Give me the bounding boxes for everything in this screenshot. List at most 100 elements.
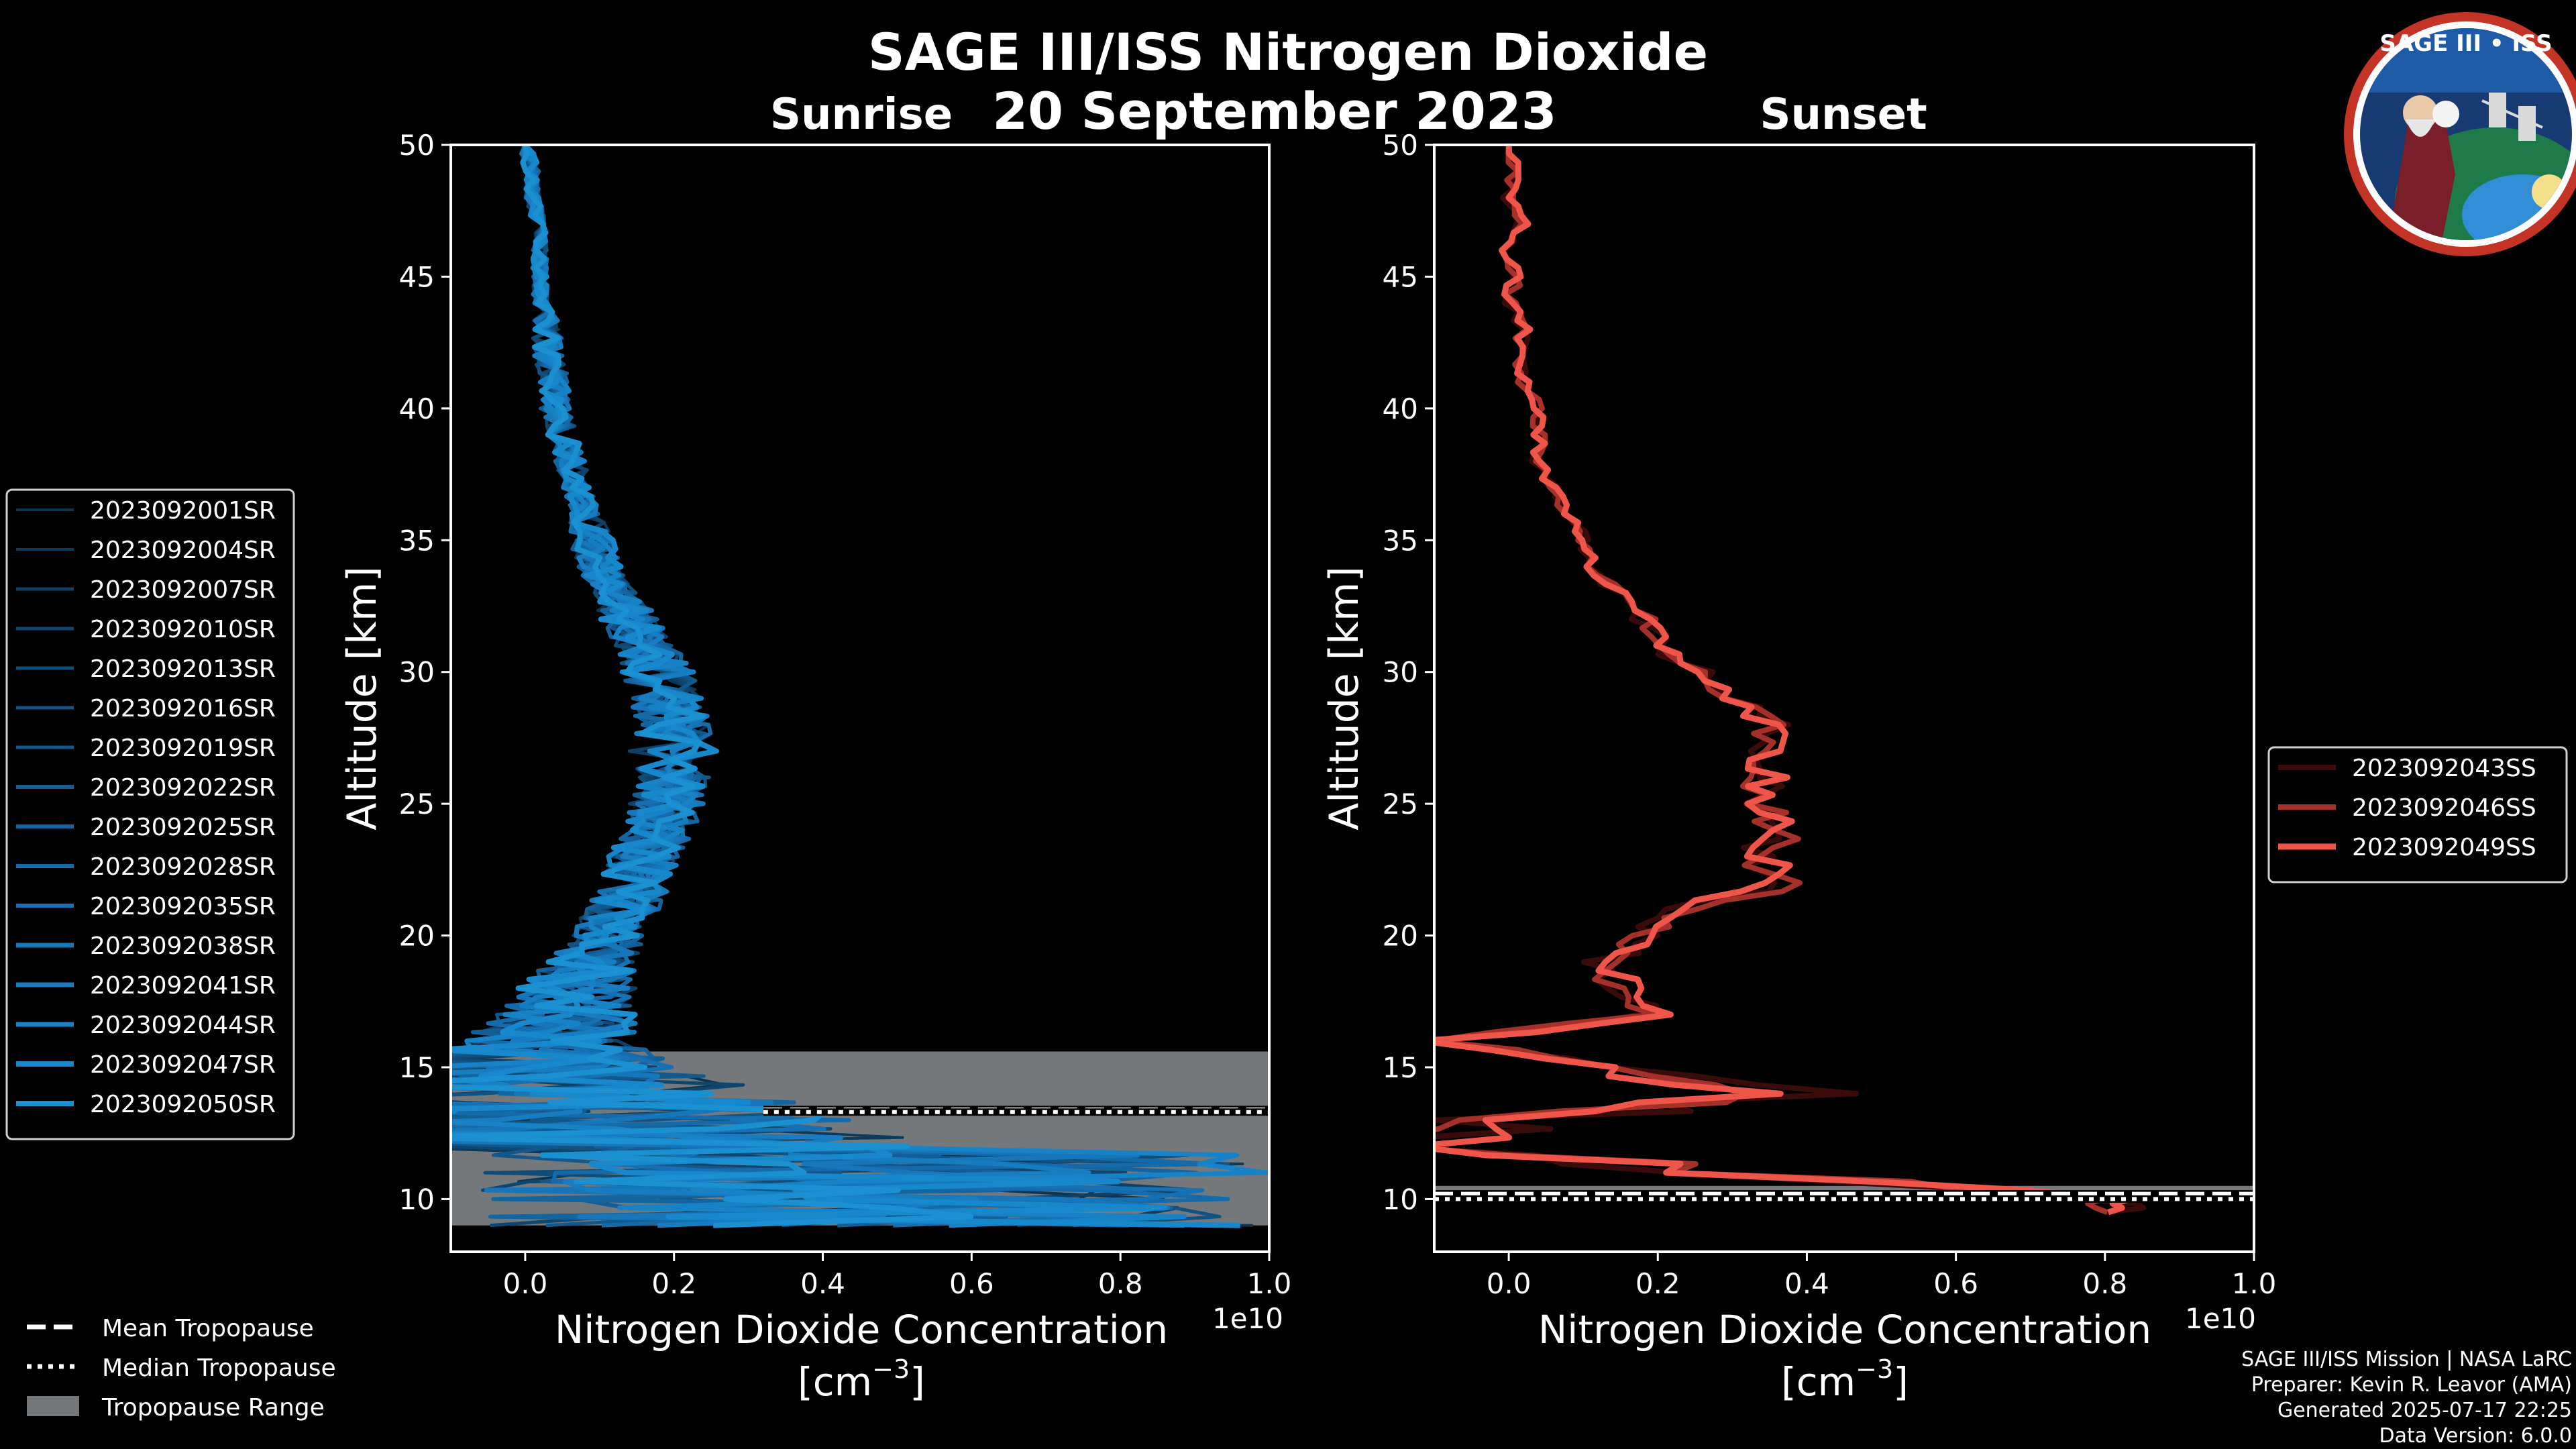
sunset-tropopause-lines xyxy=(1434,1190,2254,1203)
sunset-panel: 0.0 0.2 0.4 0.6 0.8 1.0 10 15 20 25 30 35 40 45 50 Alt… xyxy=(1321,129,2276,1405)
x-tick-label: 0.0 xyxy=(1487,1267,1532,1300)
sunrise-x-axis-label: Nitrogen Dioxide Concentration xyxy=(555,1307,1168,1352)
profile-line-2023092050SR xyxy=(451,145,974,1228)
legend-label-2023092050SR: 2023092050SR xyxy=(90,1091,276,1118)
x-tick-label: 0.4 xyxy=(1784,1267,1829,1300)
legend-label-2023092025SR: 2023092025SR xyxy=(90,814,276,841)
y-tick-label: 35 xyxy=(1383,524,1418,557)
x-tick-label: 0.6 xyxy=(1933,1267,1978,1300)
legend-label-2023092001SR: 2023092001SR xyxy=(90,497,276,525)
y-tick-label: 10 xyxy=(1383,1183,1418,1216)
y-tick-label: 30 xyxy=(399,656,435,689)
legend-label-2023092019SR: 2023092019SR xyxy=(90,735,276,762)
tropopause-range-label: Tropopause Range xyxy=(101,1394,325,1421)
x-tick-label: 1.0 xyxy=(1247,1267,1292,1300)
legend-label-2023092038SR: 2023092038SR xyxy=(90,932,276,960)
legend-frame xyxy=(2267,746,2568,883)
x-tick-label: 1.0 xyxy=(2232,1267,2277,1300)
sunrise-tropopause-lines xyxy=(763,1106,1269,1116)
legend-label-2023092049SS: 2023092049SS xyxy=(2352,834,2536,861)
y-tick-label: 50 xyxy=(1383,129,1418,162)
sunrise-axes-frame xyxy=(449,144,1271,1253)
y-tick-label: 40 xyxy=(399,392,435,425)
y-tick-label: 45 xyxy=(399,260,435,293)
x-tick-label: 0.2 xyxy=(1635,1267,1680,1300)
x-tick-label: 0.2 xyxy=(651,1267,696,1300)
legend-label-2023092028SR: 2023092028SR xyxy=(90,853,276,881)
legend-label-2023092013SR: 2023092013SR xyxy=(90,655,276,683)
sunrise-unit-base: [cm xyxy=(798,1359,872,1405)
y-tick-label: 15 xyxy=(399,1051,435,1084)
median-tropopause-label: Median Tropopause xyxy=(102,1354,336,1382)
sunrise-ticks: 0.0 0.2 0.4 0.6 0.8 1.0 10 15 20 25 30 35 40 45 50 xyxy=(399,129,1292,1300)
legend-label-2023092047SR: 2023092047SR xyxy=(90,1051,276,1079)
sunrise-offset-text: 1e10 xyxy=(1212,1302,1283,1335)
y-tick-label: 35 xyxy=(399,524,435,557)
y-tick-label: 20 xyxy=(1383,920,1418,953)
sunset-profile-lines xyxy=(1434,145,2147,1216)
legend-label-2023092046SS: 2023092046SS xyxy=(2352,794,2536,822)
sunset-legend: 2023092043SS 2023092046SS 2023092049SS xyxy=(2267,746,2568,883)
sunset-panel-title: Sunset xyxy=(1760,90,1927,140)
sunrise-x-axis-unit: [cm−3] xyxy=(798,1354,925,1405)
legend-label-2023092022SR: 2023092022SR xyxy=(90,774,276,802)
logo-title-text: SAGE III • ISS xyxy=(2379,30,2552,57)
sunrise-unit-close: ] xyxy=(910,1359,925,1405)
sunset-y-axis-label: Altitude [km] xyxy=(1321,566,1368,830)
legend-label-2023092044SR: 2023092044SR xyxy=(90,1012,276,1039)
y-tick-label: 50 xyxy=(399,129,435,162)
sunset-x-axis-unit: [cm−3] xyxy=(1781,1354,1909,1405)
legend-label-2023092041SR: 2023092041SR xyxy=(90,972,276,1000)
logo-figure-beard xyxy=(2406,119,2435,137)
legend-label-2023092007SR: 2023092007SR xyxy=(90,576,276,604)
sunrise-panel-title: Sunrise xyxy=(770,90,953,140)
credits: SAGE III/ISS Mission | NASA LaRC Prepare… xyxy=(2241,1348,2572,1448)
date-subtitle: 20 September 2023 xyxy=(992,81,1556,141)
logo-figure-robe xyxy=(2388,101,2455,240)
y-tick-label: 30 xyxy=(1383,656,1418,689)
credit-data-version: Data Version: 6.0.0 xyxy=(2379,1424,2572,1448)
sunset-ticks: 0.0 0.2 0.4 0.6 0.8 1.0 10 15 20 25 30 35 40 45 50 xyxy=(1383,129,2277,1300)
legend-frame xyxy=(5,488,295,1140)
sunset-offset-text: 1e10 xyxy=(2185,1302,2256,1335)
logo-moon xyxy=(2432,101,2459,127)
legend-label-2023092010SR: 2023092010SR xyxy=(90,616,276,643)
x-tick-label: 0.0 xyxy=(503,1267,548,1300)
tropopause-legend: Mean Tropopause Median Tropopause Tropop… xyxy=(27,1315,336,1421)
y-tick-label: 40 xyxy=(1383,392,1418,425)
y-tick-label: 15 xyxy=(1383,1051,1418,1084)
y-tick-label: 25 xyxy=(399,788,435,820)
sunset-unit-close: ] xyxy=(1893,1359,1909,1405)
legend-label-2023092004SR: 2023092004SR xyxy=(90,537,276,564)
x-tick-label: 0.4 xyxy=(800,1267,845,1300)
sunrise-y-axis-label: Altitude [km] xyxy=(339,566,386,830)
y-tick-label: 20 xyxy=(399,920,435,953)
y-tick-label: 45 xyxy=(1383,260,1418,293)
sage-iii-iss-logo: SAGE III • ISS xyxy=(2344,12,2576,256)
mean-tropopause-label: Mean Tropopause xyxy=(102,1315,314,1342)
sunrise-profile-lines xyxy=(451,145,1269,1228)
sunset-unit-base: [cm xyxy=(1781,1359,1856,1405)
legend-label-2023092016SR: 2023092016SR xyxy=(90,695,276,722)
sunset-unit-exponent: −3 xyxy=(1856,1354,1893,1384)
sunrise-panel: 0.0 0.2 0.4 0.6 0.8 1.0 10 15 20 25 30 35 40 45 50 Alt… xyxy=(339,129,1292,1405)
credit-generated: Generated 2025-07-17 22:25 xyxy=(2277,1399,2572,1422)
legend-label-2023092035SR: 2023092035SR xyxy=(90,893,276,920)
tropopause-range-swatch xyxy=(27,1396,79,1416)
x-tick-label: 0.8 xyxy=(1098,1267,1143,1300)
credit-mission: SAGE III/ISS Mission | NASA LaRC xyxy=(2241,1348,2572,1371)
y-tick-label: 10 xyxy=(399,1183,435,1216)
profile-line-2023092049SS xyxy=(1434,145,2134,1216)
sunrise-legend: 2023092001SR 2023092004SR 2023092007SR 2023… xyxy=(5,488,295,1140)
sunrise-unit-exponent: −3 xyxy=(872,1354,910,1384)
sunset-axes-frame xyxy=(1433,144,2255,1253)
logo-iss-station xyxy=(2481,93,2543,141)
sunset-plot-area xyxy=(1434,145,2254,1252)
figure-title: SAGE III/ISS Nitrogen Dioxide xyxy=(868,22,1708,82)
y-tick-label: 25 xyxy=(1383,788,1418,820)
legend-label-2023092043SS: 2023092043SS xyxy=(2352,755,2536,782)
sunset-x-axis-label: Nitrogen Dioxide Concentration xyxy=(1538,1307,2151,1352)
x-tick-label: 0.6 xyxy=(949,1267,994,1300)
x-tick-label: 0.8 xyxy=(2082,1267,2127,1300)
